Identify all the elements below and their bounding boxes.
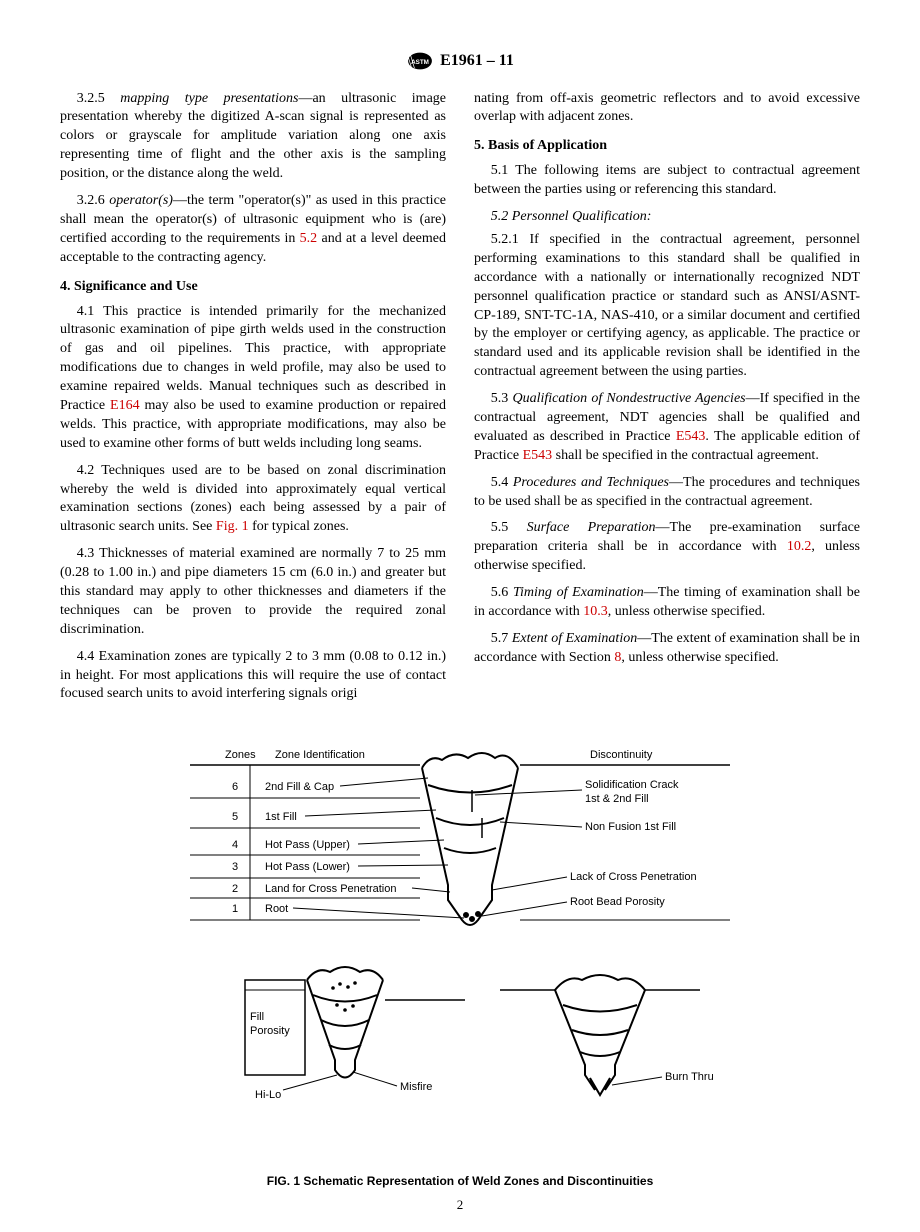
para-5-3: 5.3 Qualification of Nondestructive Agen…: [474, 390, 860, 466]
svg-text:Land for Cross Penetration: Land for Cross Penetration: [265, 883, 396, 895]
page-number: 2: [0, 1196, 920, 1214]
figure-1: Zones Zone Identification Discontinuity …: [60, 740, 860, 1189]
svg-text:Solidification Crack: Solidification Crack: [585, 779, 679, 791]
para-3-2-6: 3.2.6 operator(s)—the term "operator(s)"…: [60, 192, 446, 268]
svg-text:1: 1: [232, 903, 238, 915]
para-4-4-cont: nating from off-axis geometric reflector…: [474, 90, 860, 128]
svg-text:5: 5: [232, 811, 238, 823]
section-4-title: 4. Significance and Use: [60, 278, 446, 297]
svg-text:Lack of Cross Penetration: Lack of Cross Penetration: [570, 871, 697, 883]
para-4-3: 4.3 Thicknesses of material examined are…: [60, 545, 446, 639]
right-column: nating from off-axis geometric reflector…: [474, 90, 860, 713]
para-5-6: 5.6 Timing of Examination—The timing of …: [474, 584, 860, 622]
para-4-2: 4.2 Techniques used are to be based on z…: [60, 462, 446, 538]
hdr-zones: Zones: [225, 749, 256, 761]
svg-text:Misfire: Misfire: [400, 1081, 432, 1093]
body-columns: 3.2.5 mapping type presentations—an ultr…: [60, 90, 860, 713]
para-5-5: 5.5 Surface Preparation—The pre-examinat…: [474, 519, 860, 576]
left-column: 3.2.5 mapping type presentations—an ultr…: [60, 90, 446, 713]
ref-link[interactable]: 10.2: [787, 539, 812, 554]
ref-link[interactable]: 5.2: [300, 231, 318, 246]
ref-link[interactable]: E543: [676, 429, 706, 444]
hdr-disc: Discontinuity: [590, 749, 653, 761]
ref-link[interactable]: 10.3: [583, 604, 608, 619]
weld-diagram: Zones Zone Identification Discontinuity …: [190, 740, 730, 1160]
hdr-zoneid: Zone Identification: [275, 749, 365, 761]
svg-text:3: 3: [232, 861, 238, 873]
designation: E1961 – 11: [440, 50, 514, 72]
section-5-title: 5. Basis of Application: [474, 137, 860, 156]
svg-text:Non Fusion 1st Fill: Non Fusion 1st Fill: [585, 821, 676, 833]
ref-link[interactable]: E543: [523, 448, 553, 463]
svg-text:Burn Thru: Burn Thru: [665, 1071, 714, 1083]
para-5-1: 5.1 The following items are subject to c…: [474, 162, 860, 200]
svg-text:Fill: Fill: [250, 1011, 264, 1023]
svg-text:Hot Pass (Lower): Hot Pass (Lower): [265, 861, 350, 873]
svg-text:2nd Fill & Cap: 2nd Fill & Cap: [265, 781, 334, 793]
para-5-7: 5.7 Extent of Examination—The extent of …: [474, 630, 860, 668]
ref-link[interactable]: Fig. 1: [216, 519, 249, 534]
para-5-2-1: 5.2.1 If specified in the contractual ag…: [474, 231, 860, 382]
astm-logo-icon: ASTM: [406, 51, 434, 71]
svg-text:Root: Root: [265, 903, 288, 915]
figure-caption: FIG. 1 Schematic Representation of Weld …: [60, 1173, 860, 1189]
para-3-2-5: 3.2.5 mapping type presentations—an ultr…: [60, 90, 446, 184]
para-4-1: 4.1 This practice is intended primarily …: [60, 303, 446, 454]
svg-text:2: 2: [232, 883, 238, 895]
svg-text:Root Bead Porosity: Root Bead Porosity: [570, 896, 665, 908]
para-5-4: 5.4 Procedures and Techniques—The proced…: [474, 474, 860, 512]
svg-text:Hot Pass (Upper): Hot Pass (Upper): [265, 839, 350, 851]
svg-text:4: 4: [232, 839, 238, 851]
svg-text:1st & 2nd Fill: 1st & 2nd Fill: [585, 793, 649, 805]
svg-text:Porosity: Porosity: [250, 1025, 290, 1037]
para-4-4: 4.4 Examination zones are typically 2 to…: [60, 648, 446, 705]
page-header: ASTM E1961 – 11: [60, 50, 860, 72]
ref-link[interactable]: E164: [110, 398, 140, 413]
svg-text:1st Fill: 1st Fill: [265, 811, 297, 823]
svg-text:6: 6: [232, 781, 238, 793]
svg-text:Hi-Lo: Hi-Lo: [255, 1089, 281, 1101]
para-5-2-title: 5.2 Personnel Qualification:: [474, 208, 860, 227]
